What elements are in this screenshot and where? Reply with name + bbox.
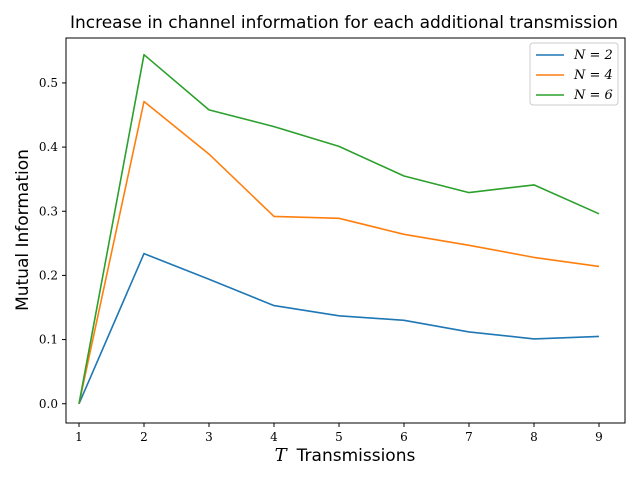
y-axis-label: Mutual Information: [13, 149, 33, 311]
x-tick-label: 7: [465, 430, 473, 444]
y-tick-label: 0.0: [39, 397, 58, 411]
legend-label: N = 4: [573, 68, 613, 83]
x-axis-ticks: 1 2 3 4 5 6 7 8 9: [75, 423, 603, 444]
x-tick-label: 6: [400, 430, 408, 444]
series-line-3: [78, 53, 600, 404]
x-tick-label: 5: [335, 430, 343, 444]
y-tick-label: 0.2: [39, 268, 58, 282]
y-tick-label: 0.1: [39, 333, 58, 347]
series-lines: [78, 53, 600, 405]
series-line-1: [78, 252, 600, 405]
plot-area: [65, 37, 626, 424]
x-tick-label: 9: [595, 430, 603, 444]
x-axis-label: T Transmissions: [275, 445, 416, 466]
series-line-2: [78, 100, 600, 404]
legend-label: N = 6: [573, 88, 613, 103]
y-axis-ticks: 0.0 0.1 0.2 0.3 0.4 0.5: [39, 76, 66, 411]
legend-box: [529, 42, 619, 106]
x-tick-label: 8: [530, 430, 538, 444]
y-tick-label: 0.4: [39, 140, 58, 154]
x-tick-label: 1: [75, 430, 83, 444]
x-axis-variable: T: [275, 445, 289, 466]
y-tick-label: 0.3: [39, 204, 58, 218]
legend-label: N = 2: [573, 48, 613, 63]
y-tick-label: 0.5: [39, 76, 58, 90]
x-tick-label: 3: [205, 430, 213, 444]
x-tick-label: 2: [140, 430, 148, 444]
x-axis-label-text: Transmissions: [296, 446, 416, 466]
x-tick-label: 4: [270, 430, 278, 444]
legend: N = 2 N = 4 N = 6: [529, 42, 619, 106]
chart-title: Increase in channel information for each…: [70, 13, 618, 33]
